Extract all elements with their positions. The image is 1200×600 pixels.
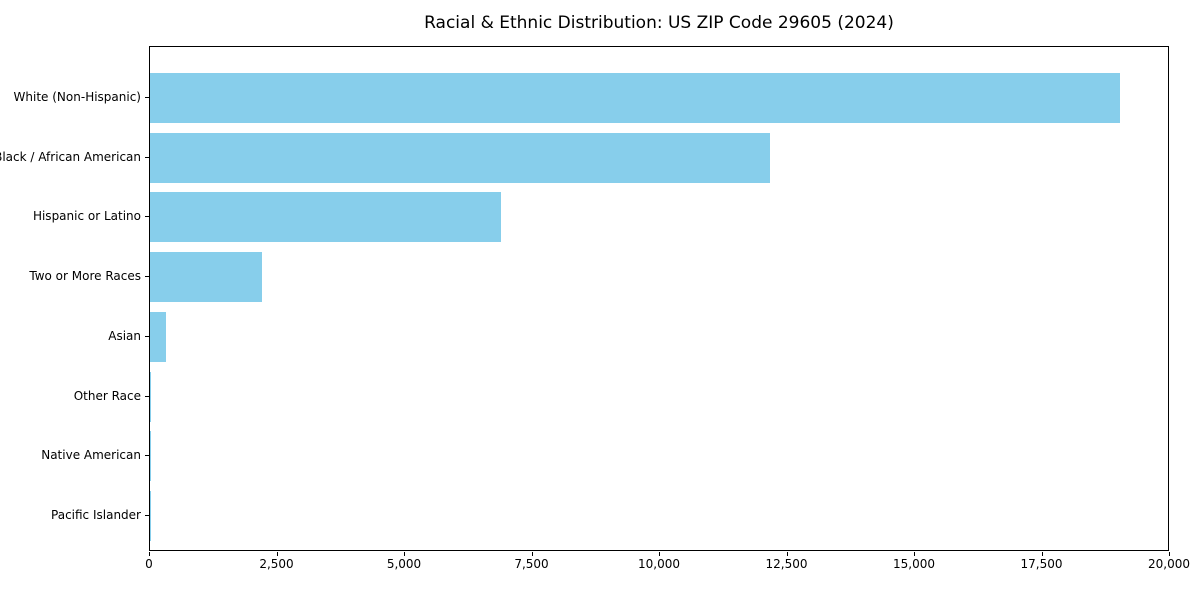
x-tick-label: 5,000 <box>386 557 422 571</box>
y-tick <box>145 455 149 457</box>
y-tick-label: Other Race <box>73 388 141 403</box>
x-tick-label: 0 <box>145 557 153 571</box>
bar <box>150 431 151 482</box>
x-tick-label: 7,500 <box>514 557 549 571</box>
x-tick <box>149 552 150 556</box>
y-tick-label: Two or More Races <box>29 269 141 284</box>
bar <box>150 132 771 183</box>
bar <box>150 371 152 422</box>
y-tick-label: Pacific Islander <box>51 508 141 522</box>
y-tick <box>145 335 149 337</box>
bar <box>150 73 1121 123</box>
x-tick <box>404 552 405 556</box>
x-tick <box>914 552 915 556</box>
y-tick-label: Black / African American <box>0 149 141 164</box>
x-tick <box>1169 552 1170 556</box>
x-tick <box>1041 552 1043 556</box>
y-tick-label: White (Non-Hispanic) <box>13 90 141 104</box>
x-tick-label: 15,000 <box>893 557 935 571</box>
y-tick <box>145 156 149 158</box>
plot-area <box>149 46 1169 551</box>
bar <box>150 192 501 243</box>
chart-title: Racial & Ethnic Distribution: US ZIP Cod… <box>424 13 894 33</box>
x-tick-label: 12,500 <box>765 557 808 571</box>
x-tick <box>276 552 278 556</box>
bar <box>150 311 167 362</box>
x-tick-label: 2,500 <box>259 557 294 571</box>
x-tick <box>786 552 788 556</box>
y-tick-label: Hispanic or Latino <box>32 209 141 224</box>
x-tick-label: 17,500 <box>1020 557 1063 571</box>
x-tick-label: 10,000 <box>638 557 680 571</box>
x-tick <box>531 552 533 556</box>
y-tick <box>145 395 149 397</box>
y-tick <box>145 216 149 218</box>
y-tick-label: Asian <box>108 328 141 343</box>
y-tick <box>145 276 149 278</box>
x-tick <box>659 552 660 556</box>
x-tick-label: 20,000 <box>1148 557 1190 571</box>
y-tick-label: Native American <box>41 448 141 463</box>
y-tick <box>145 515 149 516</box>
y-tick <box>145 97 149 98</box>
bar <box>150 252 263 303</box>
